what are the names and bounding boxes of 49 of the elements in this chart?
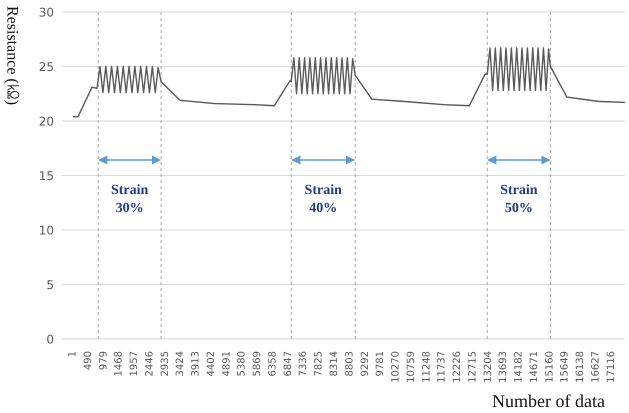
x-axis-title: Number of data: [492, 391, 605, 411]
annotation: Strain 40%: [304, 182, 342, 216]
x-tick-label: 13204: [482, 351, 494, 383]
y-axis-title: Resistance (㏀): [4, 6, 20, 106]
y-tick-label: 20: [38, 114, 54, 128]
annotation: Strain 50%: [500, 182, 538, 216]
x-tick-label: 1: [68, 351, 79, 358]
x-tick-label: 8314: [329, 351, 340, 376]
x-tick-label: 5869: [252, 351, 264, 376]
y-tick-label: 15: [38, 168, 54, 183]
x-tick-label: 1468: [114, 351, 125, 376]
x-tick-label: 14671: [528, 351, 540, 383]
x-tick-label: 12715: [467, 351, 478, 383]
x-tick-label: 14182: [514, 351, 525, 383]
line-series: [72, 47, 625, 118]
x-tick-label: 7825: [314, 351, 325, 376]
x-tick-label: 7336: [298, 351, 310, 376]
x-tick-label: 2446: [144, 351, 156, 376]
x-tick-label: 2935: [160, 351, 171, 376]
x-tick-label: 17116: [606, 351, 617, 383]
x-tick-label: 5380: [236, 351, 248, 376]
annotation: Strain 30%: [110, 182, 149, 216]
x-tick-label: 9292: [360, 351, 371, 376]
x-tick-label: 3913: [190, 351, 202, 376]
x-tick-label: 4891: [221, 351, 232, 376]
x-tick-label: 4402: [206, 351, 217, 376]
x-tick-label: 13693: [498, 351, 510, 383]
y-tick-label: 25: [38, 60, 54, 74]
x-tick-label: 490: [82, 351, 94, 370]
x-tick-label: 11737: [436, 351, 448, 383]
x-tick-label: 6358: [267, 351, 278, 376]
x-tick-label: 3424: [175, 351, 186, 376]
x-tick-label: 1957: [129, 351, 140, 376]
x-tick-label: 12226: [452, 351, 464, 383]
x-tick-label: 16138: [575, 351, 586, 383]
y-tick-label: 30: [38, 5, 54, 20]
x-tick-label: 16627: [590, 351, 602, 383]
x-tick-label: 10759: [406, 351, 417, 383]
x-tick-label: 8803: [344, 351, 356, 376]
x-tick-label: 10270: [390, 351, 402, 383]
x-tick-label: 11248: [421, 351, 432, 383]
y-tick-label: 10: [38, 223, 54, 238]
x-tick-label: 15160: [544, 351, 556, 383]
x-tick-label: 15649: [560, 351, 571, 383]
y-tick-label: 5: [46, 278, 54, 292]
x-tick-label: 9781: [375, 351, 386, 376]
x-tick-label: 979: [98, 351, 110, 370]
y-tick-label: 0: [46, 332, 54, 346]
x-tick-label: 6847: [282, 351, 294, 376]
